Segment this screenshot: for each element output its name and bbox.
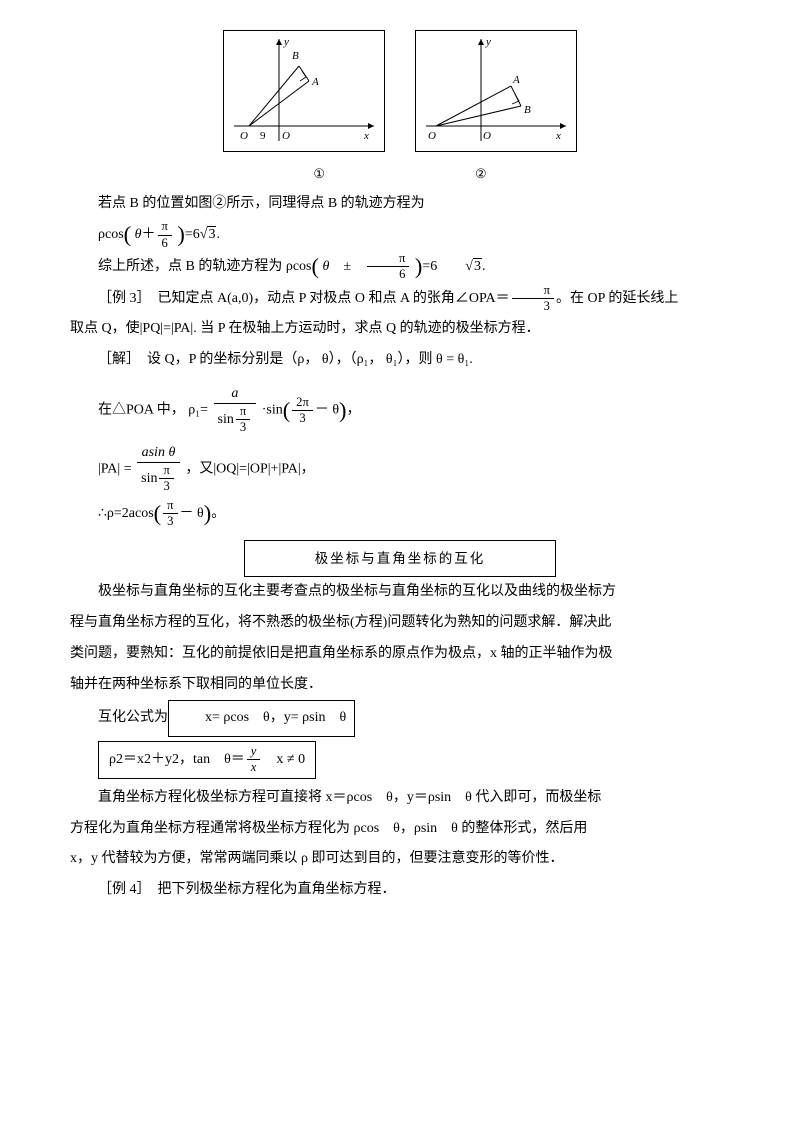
- diagram-2: A B O O x y: [415, 30, 577, 152]
- eq1-plus: ＋: [142, 227, 156, 242]
- lparen-icon: (: [124, 222, 131, 247]
- eq1-rho: ρcos: [98, 227, 124, 242]
- eq1-eq: =6: [185, 227, 200, 242]
- svg-text:O: O: [282, 130, 290, 142]
- diagram-container: B A O 9 O x y A B O O: [70, 30, 730, 152]
- para-7: 直角坐标方程化极坐标方程可直接将 x＝ρcos θ，y＝ρsin θ 代入即可，…: [70, 783, 730, 814]
- svg-text:y: y: [485, 36, 491, 48]
- eq1-theta: θ: [135, 227, 142, 242]
- example-4: ［例 4］ 把下列极坐标方程化为直角坐标方程．: [70, 875, 730, 906]
- rparen-icon: ): [339, 397, 346, 422]
- diagram-label-2: ②: [475, 160, 487, 189]
- svg-text:B: B: [524, 104, 531, 116]
- section-header: 极坐标与直角坐标的互化: [70, 540, 730, 578]
- svg-text:9: 9: [260, 130, 266, 142]
- svg-text:O: O: [483, 130, 491, 142]
- para-8: 方程化为直角坐标方程通常将极坐标方程化为 ρcos θ，ρsin θ 的整体形式…: [70, 814, 730, 845]
- diagram-label-1: ①: [313, 160, 325, 189]
- example-3: ［例 3］ 已知定点 A(a,0)，动点 P 对极点 O 和点 A 的张角∠OP…: [70, 283, 730, 315]
- para-9: x，y 代替较为方便，常常两端同乘以 ρ 即可达到目的，但要注意变形的等价性．: [70, 844, 730, 875]
- para-2: 综上所述，点 B 的轨迹方程为 ρcos( θ ± π6 )=63.: [70, 251, 730, 283]
- svg-text:A: A: [311, 76, 319, 88]
- svg-text:B: B: [292, 50, 299, 62]
- diagram-labels: ① ②: [70, 160, 730, 189]
- para-1: 若点 B 的位置如图②所示，同理得点 B 的轨迹方程为: [70, 189, 730, 220]
- svg-text:O: O: [428, 130, 436, 142]
- solution-therefore: ∴ρ=2acos(π3－ θ)。: [98, 498, 730, 530]
- solution-poa: 在△POA 中， ρ₁= a sinπ3 ·sin(2π3－ θ)，: [98, 386, 730, 435]
- example-3-cont: 取点 Q，使|PQ|=|PA|. 当 P 在极轴上方运动时，求点 Q 的轨迹的极…: [70, 314, 730, 345]
- lparen-icon: (: [312, 253, 319, 278]
- para-4: 程与直角坐标方程的互化，将不熟悉的极坐标(方程)问题转化为熟知的问题求解．解决此: [70, 608, 730, 639]
- svg-text:x: x: [363, 130, 369, 142]
- svg-text:y: y: [283, 36, 289, 48]
- solution-label: ［解］ 设 Q，P 的坐标分别是（ρ， θ），（ρ₁， θ₁），则 θ = θ₁…: [70, 345, 730, 376]
- lparen-icon: (: [154, 500, 161, 525]
- section-title: 极坐标与直角坐标的互化: [244, 540, 557, 578]
- eq1-frac: π6: [158, 219, 172, 250]
- lparen-icon: (: [283, 397, 290, 422]
- para-5: 类问题，要熟知：互化的前提依旧是把直角坐标系的原点作为极点，x 轴的正半轴作为极: [70, 639, 730, 670]
- diagram-1-svg: B A O 9 O x y: [224, 31, 384, 151]
- diagram-2-svg: A B O O x y: [416, 31, 576, 151]
- rparen-icon: ): [177, 222, 184, 247]
- para-6: 轴并在两种坐标系下取相同的单位长度．: [70, 670, 730, 701]
- svg-text:A: A: [512, 74, 520, 86]
- diagram-1: B A O 9 O x y: [223, 30, 385, 152]
- solution-pa: |PA| = asin θ sinπ3 ，又|OQ|=|OP|+|PA|，: [98, 445, 730, 494]
- formula-line-1: 互化公式为x= ρcos θ，y= ρsin θ: [70, 700, 730, 737]
- para-3: 极坐标与直角坐标的互化主要考查点的极坐标与直角坐标的互化以及曲线的极坐标方: [70, 577, 730, 608]
- formula-box-2: ρ2＝x2＋y2，tan θ＝yx x ≠ 0: [98, 741, 316, 779]
- document-page: B A O 9 O x y A B O O: [0, 0, 800, 956]
- equation-1: ρcos( θ＋π6 )=63.: [98, 219, 730, 251]
- formula-box-1: x= ρcos θ，y= ρsin θ: [168, 700, 355, 737]
- sqrt-1: 3: [200, 220, 217, 251]
- svg-text:O: O: [240, 130, 248, 142]
- svg-text:x: x: [555, 130, 561, 142]
